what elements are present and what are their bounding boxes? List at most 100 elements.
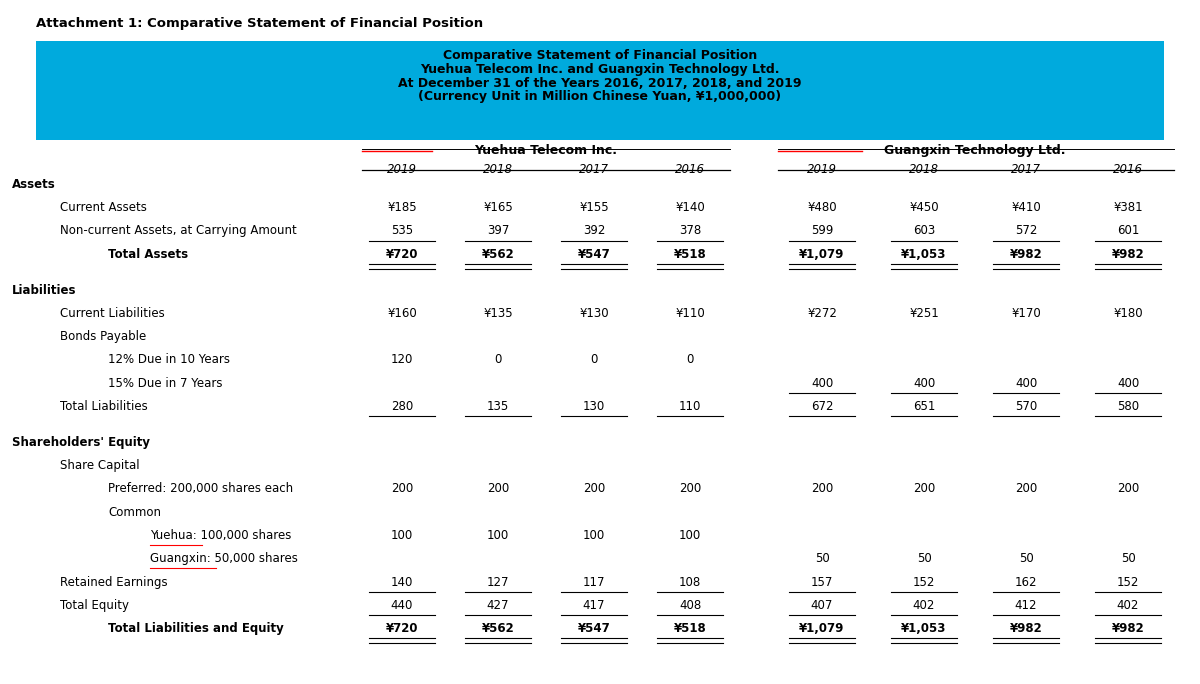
Text: 12% Due in 10 Years: 12% Due in 10 Years	[108, 354, 230, 367]
Text: 2018: 2018	[910, 163, 940, 176]
Text: Retained Earnings: Retained Earnings	[60, 575, 168, 588]
Text: 152: 152	[913, 575, 935, 588]
Text: ¥518: ¥518	[673, 248, 707, 261]
Text: ¥130: ¥130	[580, 307, 608, 320]
Text: 50: 50	[1121, 552, 1135, 565]
Text: 200: 200	[391, 482, 413, 495]
Text: 427: 427	[487, 598, 509, 611]
Text: ¥135: ¥135	[484, 307, 512, 320]
Text: 408: 408	[679, 598, 701, 611]
Text: ¥982: ¥982	[1009, 622, 1043, 635]
Text: ¥562: ¥562	[481, 248, 515, 261]
Text: 108: 108	[679, 575, 701, 588]
Text: 140: 140	[391, 575, 413, 588]
Text: ¥1,053: ¥1,053	[901, 622, 947, 635]
Text: Share Capital: Share Capital	[60, 459, 139, 472]
Text: 157: 157	[811, 575, 833, 588]
Text: 50: 50	[1019, 552, 1033, 565]
Text: Total Liabilities and Equity: Total Liabilities and Equity	[108, 622, 283, 635]
Text: 2019: 2019	[808, 163, 838, 176]
Text: 50: 50	[815, 552, 829, 565]
Text: 0: 0	[686, 354, 694, 367]
Text: 400: 400	[913, 377, 935, 390]
Text: ¥140: ¥140	[676, 201, 704, 214]
Text: Total Equity: Total Equity	[60, 598, 130, 611]
Text: 0: 0	[494, 354, 502, 367]
Text: 651: 651	[913, 400, 935, 413]
Text: 392: 392	[583, 224, 605, 237]
Text: 50: 50	[917, 552, 931, 565]
Text: ¥381: ¥381	[1114, 201, 1142, 214]
Text: 100: 100	[391, 529, 413, 542]
Text: 200: 200	[1117, 482, 1139, 495]
Text: ¥185: ¥185	[388, 201, 416, 214]
Text: Non-current Assets, at Carrying Amount: Non-current Assets, at Carrying Amount	[60, 224, 296, 237]
Text: Total Liabilities: Total Liabilities	[60, 400, 148, 413]
Text: 100: 100	[583, 529, 605, 542]
Text: Common: Common	[108, 505, 161, 518]
Text: Yuehua Telecom Inc.: Yuehua Telecom Inc.	[474, 144, 618, 157]
Text: (Currency Unit in Million Chinese Yuan, ¥1,000,000): (Currency Unit in Million Chinese Yuan, …	[419, 90, 781, 103]
Text: ¥547: ¥547	[577, 248, 611, 261]
Text: 162: 162	[1015, 575, 1037, 588]
Text: 127: 127	[487, 575, 509, 588]
Text: 2016: 2016	[1114, 163, 1142, 176]
Text: ¥562: ¥562	[481, 622, 515, 635]
Text: 2019: 2019	[386, 163, 418, 176]
Text: ¥110: ¥110	[676, 307, 704, 320]
Text: Guangxin Technology Ltd.: Guangxin Technology Ltd.	[883, 144, 1066, 157]
Text: ¥180: ¥180	[1114, 307, 1142, 320]
Text: Preferred: 200,000 shares each: Preferred: 200,000 shares each	[108, 482, 293, 495]
Text: Yuehua Telecom Inc. and Guangxin Technology Ltd.: Yuehua Telecom Inc. and Guangxin Technol…	[420, 63, 780, 76]
Text: 397: 397	[487, 224, 509, 237]
Text: Liabilities: Liabilities	[12, 284, 77, 297]
Text: 117: 117	[583, 575, 605, 588]
Text: 280: 280	[391, 400, 413, 413]
Text: 0: 0	[590, 354, 598, 367]
FancyBboxPatch shape	[36, 41, 1164, 140]
Text: 535: 535	[391, 224, 413, 237]
Text: 2018: 2018	[482, 163, 514, 176]
Text: 130: 130	[583, 400, 605, 413]
Text: ¥1,079: ¥1,079	[799, 248, 845, 261]
Text: 100: 100	[679, 529, 701, 542]
Text: ¥547: ¥547	[577, 622, 611, 635]
Text: ¥982: ¥982	[1009, 248, 1043, 261]
Text: Bonds Payable: Bonds Payable	[60, 330, 146, 343]
Text: ¥165: ¥165	[484, 201, 512, 214]
Text: 400: 400	[811, 377, 833, 390]
Text: 15% Due in 7 Years: 15% Due in 7 Years	[108, 377, 222, 390]
Text: 400: 400	[1117, 377, 1139, 390]
Text: 200: 200	[679, 482, 701, 495]
Text: 572: 572	[1015, 224, 1037, 237]
Text: ¥410: ¥410	[1012, 201, 1040, 214]
Text: 200: 200	[811, 482, 833, 495]
Text: 200: 200	[1015, 482, 1037, 495]
Text: Current Liabilities: Current Liabilities	[60, 307, 164, 320]
Text: ¥720: ¥720	[385, 248, 419, 261]
Text: 2016: 2016	[674, 163, 706, 176]
Text: 672: 672	[811, 400, 833, 413]
Text: 378: 378	[679, 224, 701, 237]
Text: 200: 200	[487, 482, 509, 495]
Text: 407: 407	[811, 598, 833, 611]
Text: ¥155: ¥155	[580, 201, 608, 214]
Text: Current Assets: Current Assets	[60, 201, 146, 214]
Text: ¥170: ¥170	[1012, 307, 1040, 320]
Text: ¥1,053: ¥1,053	[901, 248, 947, 261]
Text: Shareholders' Equity: Shareholders' Equity	[12, 436, 150, 449]
Text: Attachment 1: Comparative Statement of Financial Position: Attachment 1: Comparative Statement of F…	[36, 17, 484, 30]
Text: ¥518: ¥518	[673, 622, 707, 635]
Text: 100: 100	[487, 529, 509, 542]
Text: 417: 417	[583, 598, 605, 611]
Text: ¥1,079: ¥1,079	[799, 622, 845, 635]
Text: 110: 110	[679, 400, 701, 413]
Text: Assets: Assets	[12, 178, 55, 191]
Text: ¥720: ¥720	[385, 622, 419, 635]
Text: 599: 599	[811, 224, 833, 237]
Text: 601: 601	[1117, 224, 1139, 237]
Text: 580: 580	[1117, 400, 1139, 413]
Text: 200: 200	[583, 482, 605, 495]
Text: ¥160: ¥160	[388, 307, 416, 320]
Text: 120: 120	[391, 354, 413, 367]
